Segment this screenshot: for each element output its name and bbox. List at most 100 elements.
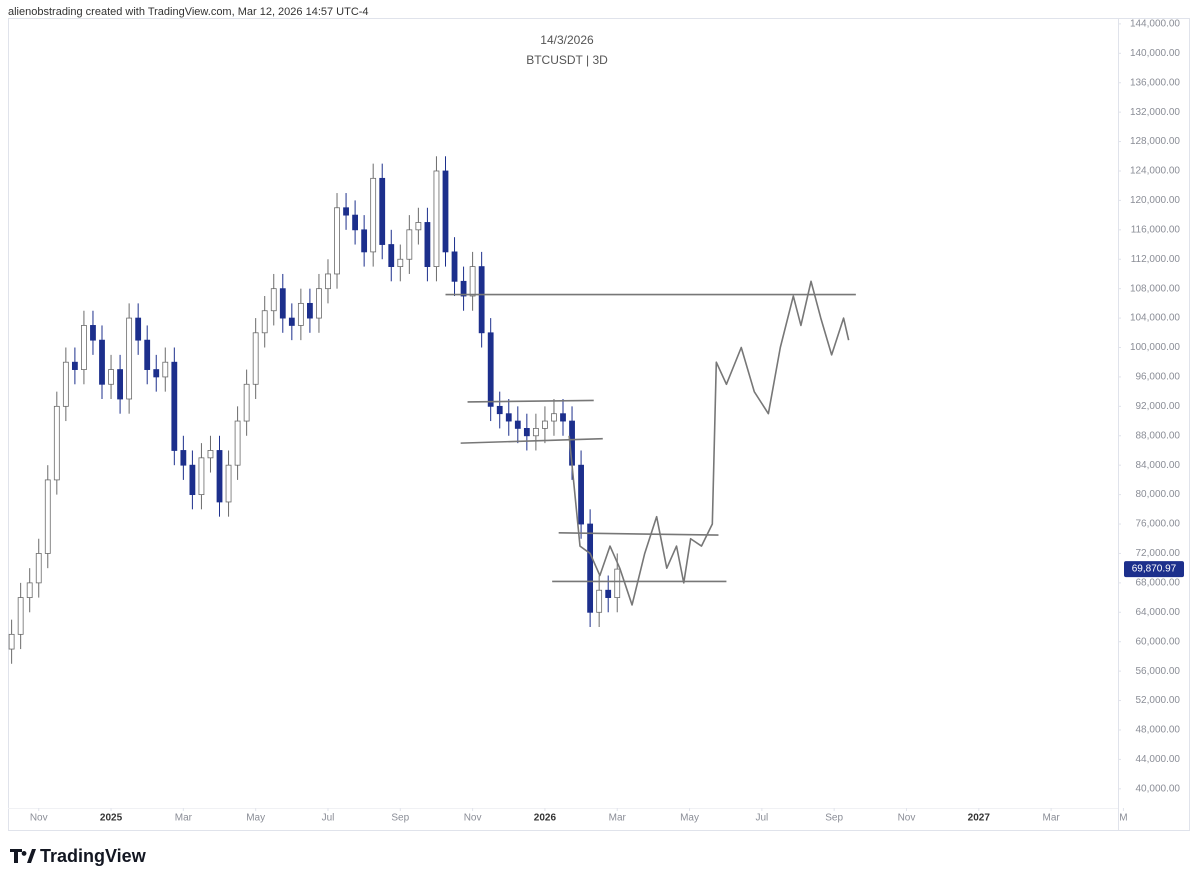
candle-body (279, 288, 286, 319)
candle-body (433, 170, 440, 268)
candle-body (71, 361, 78, 370)
candle-body (578, 464, 584, 525)
logo-icon (10, 849, 36, 863)
last-price-box (1124, 561, 1184, 578)
candle-body (99, 339, 105, 385)
candle-body (198, 457, 205, 496)
candle-body (153, 369, 160, 378)
y-tick-label: 92,000.00 (1136, 401, 1181, 412)
candle-body (523, 428, 530, 437)
y-tick-label: 40,000.00 (1136, 783, 1181, 794)
candle-body (334, 207, 340, 275)
candle-body (234, 420, 241, 466)
candle-body (180, 450, 187, 466)
candle-body (207, 450, 214, 459)
candle-body (26, 582, 33, 598)
candle-body (307, 302, 313, 319)
y-tick-label: 124,000.00 (1130, 166, 1180, 177)
x-tick-label: Nov (30, 813, 48, 824)
candle-body (442, 170, 449, 253)
candle-body (469, 266, 476, 297)
candle-body (44, 479, 51, 554)
candle-body (415, 222, 422, 231)
candles (8, 156, 621, 664)
y-tick-label: 56,000.00 (1136, 666, 1181, 677)
candle-body (478, 266, 485, 334)
x-tick-label: Sep (825, 813, 843, 824)
candle-body (144, 339, 151, 370)
candle-body (17, 597, 24, 635)
candle-body (261, 310, 268, 334)
candle-body (361, 229, 368, 253)
x-tick-label: 2027 (968, 813, 991, 824)
y-tick-label: 112,000.00 (1131, 254, 1181, 265)
candle-body (288, 317, 295, 326)
y-tick-label: 128,000.00 (1130, 136, 1180, 147)
x-tick-label: May (680, 813, 699, 824)
candle-body (135, 317, 142, 341)
drawing-line (460, 437, 603, 444)
drawing-line (558, 532, 719, 536)
candle-body (560, 413, 566, 422)
y-tick-label: 120,000.00 (1130, 195, 1180, 206)
candle-body (81, 325, 87, 370)
candle-body (90, 325, 96, 341)
candle-body (108, 369, 114, 385)
y-tick-label: 64,000.00 (1136, 607, 1181, 618)
y-tick-label: 88,000.00 (1136, 430, 1181, 441)
candle-body (117, 369, 123, 400)
candle-body (596, 589, 603, 613)
y-tick-label: 80,000.00 (1136, 489, 1181, 500)
y-tick-label: 144,000.00 (1130, 19, 1180, 30)
x-tick-label: Nov (464, 813, 482, 824)
candle-body (460, 280, 467, 297)
x-tick-label: Mar (175, 813, 193, 824)
y-tick-label: 72,000.00 (1136, 548, 1181, 559)
y-tick-label: 68,000.00 (1136, 578, 1181, 589)
candle-body (189, 464, 196, 496)
candle-body (126, 317, 133, 400)
candle-body (325, 273, 331, 290)
y-tick-label: 108,000.00 (1130, 283, 1180, 294)
candle-body (35, 553, 42, 584)
y-tick-label: 84,000.00 (1136, 460, 1181, 471)
x-tick-label: May (246, 813, 265, 824)
header-text: alienobstrading created with TradingView… (8, 6, 369, 18)
x-tick-label: Jul (322, 813, 335, 824)
candle-body (496, 405, 503, 415)
y-tick-label: 136,000.00 (1130, 77, 1180, 88)
candle-body (551, 413, 557, 422)
candle-body (162, 361, 169, 378)
candle-body (388, 244, 395, 268)
candle-body (316, 288, 322, 319)
candle-body (62, 361, 69, 407)
candle-body (352, 214, 359, 231)
candle-body (542, 420, 548, 429)
y-tick-label: 140,000.00 (1130, 48, 1180, 59)
candle-body (605, 589, 612, 598)
candle-body (8, 633, 15, 650)
candle-body (53, 405, 60, 481)
candle-body (587, 523, 594, 613)
chart-title: 14/3/2026 (540, 33, 594, 47)
candle-body (397, 258, 404, 268)
brand-name: TradingView (40, 846, 147, 866)
y-tick-label: 100,000.00 (1130, 342, 1180, 353)
y-tick-label: 132,000.00 (1130, 107, 1180, 118)
candle-body (171, 361, 178, 451)
candle-body (451, 251, 458, 282)
candle-body (532, 428, 539, 437)
candle-body (406, 229, 413, 260)
candle-body (487, 332, 494, 407)
candle-body (225, 464, 232, 503)
candle-body (343, 207, 349, 216)
x-tick-label: 2025 (100, 813, 123, 824)
candle-body (505, 413, 512, 422)
y-tick-label: 48,000.00 (1136, 725, 1181, 736)
candle-body (614, 568, 621, 598)
candle-body (270, 288, 277, 312)
candle-body (243, 383, 250, 422)
candle-body (424, 222, 431, 268)
